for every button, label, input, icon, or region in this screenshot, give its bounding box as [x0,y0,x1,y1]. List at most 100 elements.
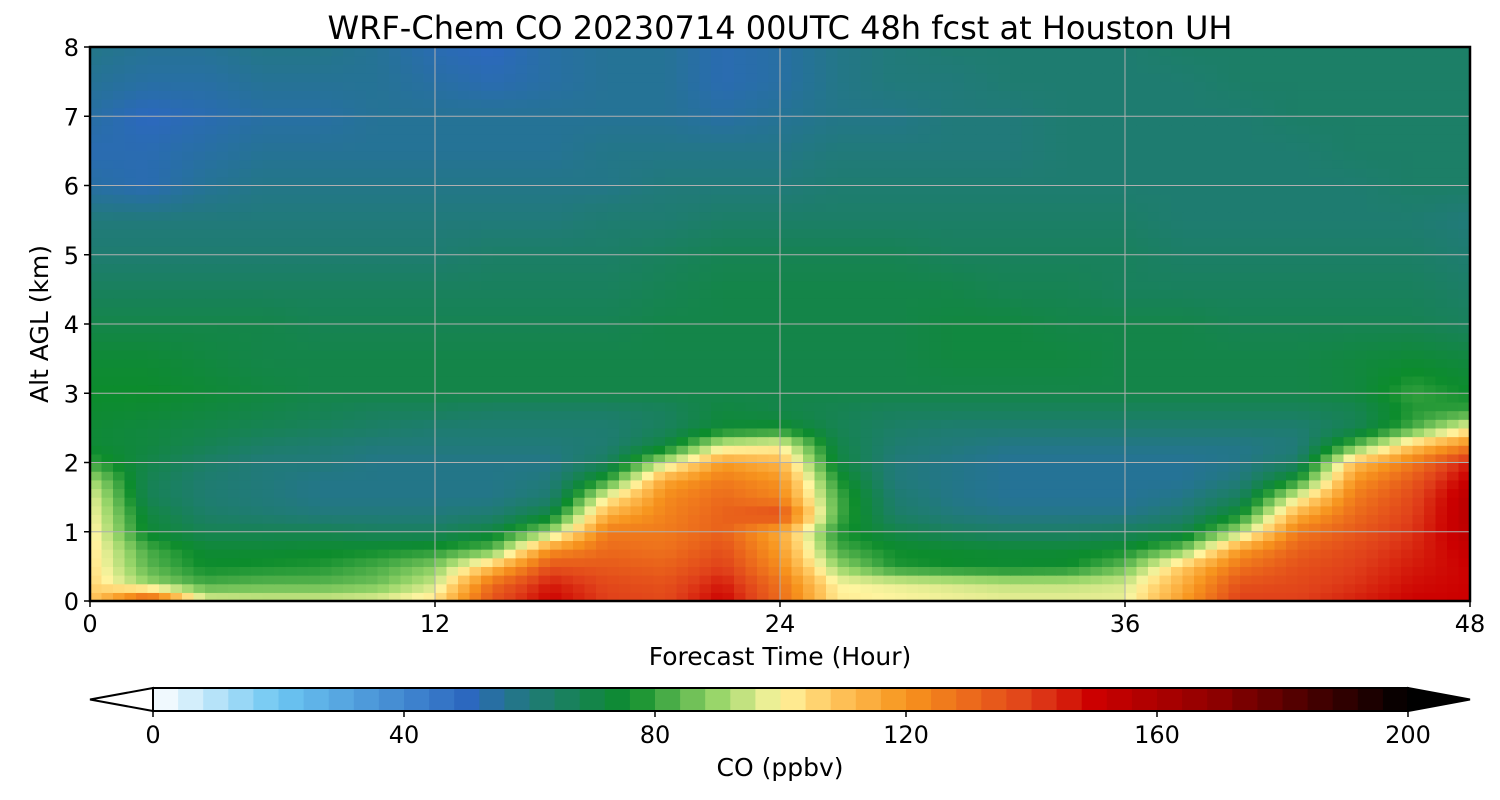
heatmap-cell [1136,280,1149,290]
heatmap-cell [826,583,839,593]
heatmap-cell [481,557,494,567]
heatmap-cell [665,315,678,325]
heatmap-cell [1010,505,1023,516]
heatmap-cell [734,540,747,550]
heatmap-cell [389,393,402,403]
heatmap-cell [343,549,356,559]
heatmap-cell [458,488,471,498]
heatmap-cell [1021,514,1034,524]
heatmap-cell [136,280,149,290]
heatmap-cell [389,272,402,282]
heatmap-cell [906,497,919,507]
heatmap-cell [1159,566,1172,576]
heatmap-cell [688,488,701,498]
heatmap-cell [515,419,528,429]
heatmap-cell [1205,367,1218,377]
heatmap-cell [1378,349,1391,360]
heatmap-cell [147,583,160,593]
heatmap-cell [515,401,528,412]
heatmap-cell [653,453,666,464]
heatmap-cell [607,540,620,550]
heatmap-cell [883,237,896,247]
heatmap-cell [308,401,321,412]
heatmap-cell [918,592,931,602]
heatmap-cell [297,445,310,455]
heatmap-cell [423,445,436,455]
heatmap-cell [630,505,643,516]
heatmap-cell [1194,583,1207,593]
heatmap-cell [1102,453,1115,464]
heatmap-cell [1102,471,1115,481]
heatmap-cell [688,272,701,282]
heatmap-cell [1148,479,1161,490]
heatmap-cell [285,583,298,593]
heatmap-cell [538,523,551,533]
heatmap-cell [780,462,793,472]
heatmap-cell [952,566,965,576]
heatmap-cell [619,358,632,368]
heatmap-cell [711,375,724,386]
heatmap-cell [1366,393,1379,403]
heatmap-cell [1389,427,1402,438]
heatmap-cell [101,592,114,602]
heatmap-cell [458,393,471,403]
heatmap-cell [872,566,885,576]
heatmap-cell [239,523,252,533]
heatmap-cell [665,566,678,576]
heatmap-cell [331,358,344,368]
heatmap-cell [1458,289,1471,299]
heatmap-cell [941,263,954,273]
heatmap-cell [550,349,563,360]
heatmap-cell [1044,453,1057,464]
heatmap-cell [262,488,275,498]
heatmap-cell [1228,575,1241,585]
heatmap-cell [228,549,241,559]
heatmap-cell [389,315,402,325]
heatmap-cell [630,453,643,464]
heatmap-cell [653,583,666,593]
heatmap-cell [1378,540,1391,550]
heatmap-cell [987,410,1000,420]
heatmap-cell [124,367,137,377]
heatmap-cell [124,523,137,533]
heatmap-cell [1447,540,1460,550]
heatmap-cell [1355,246,1368,256]
heatmap-cell [170,375,183,386]
heatmap-cell [791,540,804,550]
heatmap-cell [665,272,678,282]
heatmap-cell [952,263,965,273]
heatmap-cell [1251,341,1264,351]
heatmap-cell [101,514,114,524]
heatmap-cell [297,272,310,282]
heatmap-cell [193,367,206,377]
heatmap-cell [481,280,494,290]
heatmap-cell [400,540,413,550]
heatmap-cell [331,254,344,265]
heatmap-cell [941,254,954,265]
heatmap-cell [872,332,885,342]
heatmap-cell [1286,523,1299,533]
heatmap-cell [711,349,724,360]
heatmap-cell [1332,505,1345,516]
heatmap-cell [331,549,344,559]
heatmap-cell [320,566,333,576]
heatmap-cell [527,358,540,368]
heatmap-cell [1194,272,1207,282]
heatmap-cell [90,246,103,256]
heatmap-cell [1044,401,1057,412]
heatmap-cell [1366,592,1379,602]
heatmap-cell [630,349,643,360]
heatmap-cell [1056,427,1069,438]
heatmap-cell [975,375,988,386]
heatmap-cell [906,462,919,472]
heatmap-cell [1343,332,1356,342]
heatmap-cell [205,488,218,498]
heatmap-cell [1424,445,1437,455]
heatmap-cell [676,419,689,429]
heatmap-cell [711,453,724,464]
heatmap-cell [1355,497,1368,507]
heatmap-cell [1113,479,1126,490]
heatmap-cell [1286,410,1299,420]
heatmap-cell [964,514,977,524]
heatmap-cell [550,488,563,498]
